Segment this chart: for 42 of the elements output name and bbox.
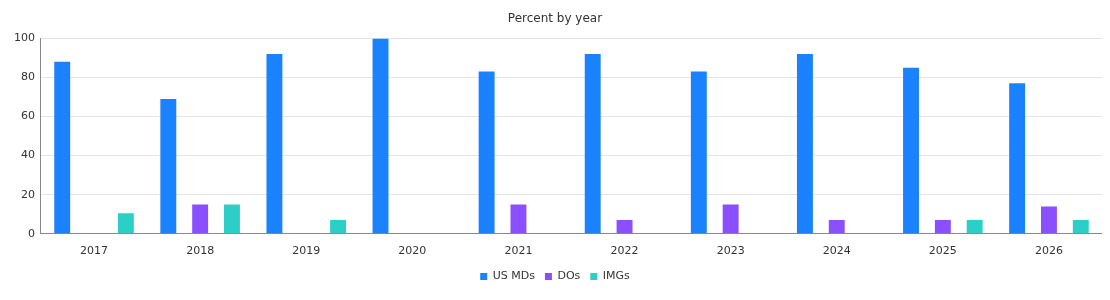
bar xyxy=(903,67,919,234)
y-tick-label: 0 xyxy=(28,226,35,240)
bar xyxy=(690,71,707,234)
y-tick-label: 100 xyxy=(14,31,35,45)
x-tick-label: 2019 xyxy=(292,244,321,258)
bar xyxy=(330,220,347,234)
x-tick-label: 2017 xyxy=(80,244,109,258)
x-tick-label: 2021 xyxy=(504,244,533,258)
chart-title: Percent by year xyxy=(507,11,603,26)
bar xyxy=(796,54,813,234)
x-tick-label: 2025 xyxy=(928,244,957,258)
bar xyxy=(54,61,71,234)
legend-label: DOs xyxy=(557,269,581,283)
legend-label: US MDs xyxy=(492,269,536,283)
bar xyxy=(510,204,527,234)
y-tick-label: 40 xyxy=(21,148,35,162)
x-tick-label: 2020 xyxy=(398,244,427,258)
bar xyxy=(828,220,845,234)
legend-label: IMGs xyxy=(602,269,631,283)
bar xyxy=(722,204,739,234)
x-tick-label: 2022 xyxy=(610,244,639,258)
x-tick-label: 2024 xyxy=(822,244,851,258)
bar xyxy=(584,54,601,234)
y-tick-label: 60 xyxy=(21,109,35,123)
x-tick-label: 2023 xyxy=(716,244,745,258)
bar xyxy=(1009,83,1026,234)
bar xyxy=(1072,220,1089,234)
bar xyxy=(160,98,177,234)
bar xyxy=(192,204,209,234)
x-tick-label: 2018 xyxy=(186,244,215,258)
bar xyxy=(966,220,983,234)
bar xyxy=(616,220,633,234)
bar xyxy=(117,213,134,234)
bar xyxy=(478,71,495,234)
y-tick-label: 20 xyxy=(21,187,35,201)
y-tick-label: 80 xyxy=(21,70,35,84)
bar xyxy=(372,38,389,234)
bar xyxy=(266,54,283,234)
x-tick-label: 2026 xyxy=(1034,244,1063,258)
bar xyxy=(1040,206,1057,234)
bar xyxy=(224,204,240,234)
bar xyxy=(934,220,951,234)
